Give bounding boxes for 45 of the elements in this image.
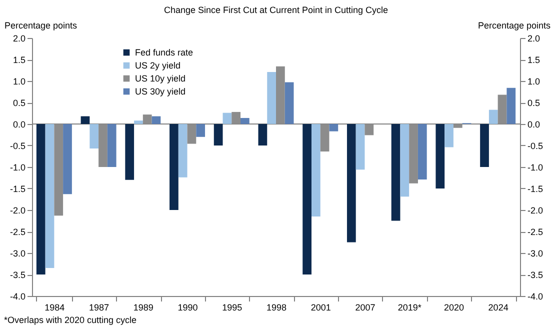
y2-tick-label: -2.5 <box>528 227 544 237</box>
y-tick-label: 1.0 <box>12 76 26 86</box>
y2-tick-label: -1.0 <box>528 162 544 172</box>
y-tick-label: -1.5 <box>10 184 26 194</box>
y2-tick-label: 0.5 <box>528 98 540 108</box>
legend-label: US 30y yield <box>135 86 186 96</box>
y-tick-label: -1.0 <box>10 162 26 172</box>
y2-tick-label: 2.0 <box>528 34 540 44</box>
y2-tick-label: 1.5 <box>528 55 540 65</box>
x-tick-label: 1987 <box>89 302 110 312</box>
y-tick-label: -3.5 <box>10 270 26 280</box>
y2-tick-label: 0.0 <box>528 120 540 130</box>
y2-tick-label: -2.0 <box>528 206 544 216</box>
x-tick-label: 1998 <box>266 302 287 312</box>
y-tick-label: -3.0 <box>10 248 26 258</box>
x-tick-label: 2024 <box>488 302 508 312</box>
x-tick-label: 1990 <box>178 302 198 312</box>
text: *Overlaps with 2020 cutting cycle <box>3 314 138 326</box>
x-tick-label: 2019* <box>398 302 422 312</box>
legend-label: Fed funds rate <box>135 48 194 58</box>
y-tick-label: -2.0 <box>10 206 26 216</box>
y-tick-label: 0.5 <box>12 98 26 108</box>
x-tick-label: 2001 <box>310 302 331 312</box>
y-tick-label: 0.0 <box>12 120 26 130</box>
y2-axis-title: Percentage points <box>478 20 551 30</box>
y-tick-label: -0.5 <box>10 141 26 151</box>
x-tick-label: 2020 <box>444 302 464 312</box>
y2-tick-label: -3.0 <box>528 248 544 258</box>
y2-tick-label: -0.5 <box>528 141 544 151</box>
x-tick-label: 2007 <box>355 302 376 312</box>
y2-tick-label: 1.0 <box>528 76 540 86</box>
chart-title: Change Since First Cut at Current Point in Cutting Cycle <box>164 5 388 15</box>
y-axis-title: Percentage points <box>4 20 78 30</box>
x-tick-label: 1984 <box>44 302 65 312</box>
y2-tick-label: -4.0 <box>528 292 544 302</box>
x-tick-label: 1989 <box>133 302 154 312</box>
legend-label: US 10y yield <box>135 74 186 84</box>
y-tick-label: 2.0 <box>12 34 26 44</box>
y-tick-label: -4.0 <box>10 292 26 302</box>
y-tick-label: -2.5 <box>10 227 26 237</box>
legend-label: US 2y yield <box>135 60 181 70</box>
y2-tick-label: -3.5 <box>528 270 544 280</box>
y2-tick-label: -1.5 <box>528 184 544 194</box>
x-tick-label: 1995 <box>222 302 242 312</box>
y-tick-label: 1.5 <box>12 55 26 65</box>
